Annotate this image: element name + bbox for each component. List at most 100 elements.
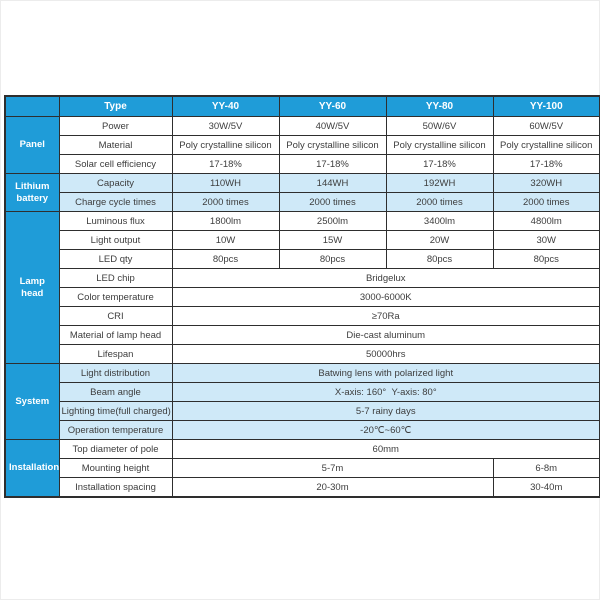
corner-cell [4, 95, 60, 117]
spec-value-cell: 80pcs [278, 249, 387, 269]
section-label-installation: Installation [4, 439, 60, 498]
table-row: Color temperature 3000-6000K [5, 287, 600, 307]
spec-value-cell: 110WH [171, 173, 280, 193]
section-label-system: System [4, 363, 60, 440]
spec-value-cell: 10W [171, 230, 280, 250]
spec-value-cell: 2000 times [278, 192, 387, 212]
section-label-lithium-battery: Lithium battery [4, 173, 60, 212]
spec-value-cell: Poly crystalline silicon [492, 135, 600, 155]
spec-value-cell: 80pcs [492, 249, 600, 269]
row-label-light-output: Light output [58, 230, 173, 250]
table-row: Mounting height 5-7m 6-8m [5, 458, 600, 478]
spec-value-cell: 17-18% [492, 154, 600, 174]
spec-value-merged-cell: X-axis: 160° Y-axis: 80° [171, 382, 600, 402]
spec-value-cell: 192WH [385, 173, 494, 193]
spec-value-cell: 30W/5V [171, 116, 280, 136]
row-label-lifespan: Lifespan [58, 344, 173, 364]
table-row: Charge cycle times 2000 times 2000 times… [5, 192, 600, 212]
row-label-top-diameter-of-pole: Top diameter of pole [58, 439, 173, 459]
spec-value-merged-cell: Die-cast aluminum [171, 325, 600, 345]
spec-value-cell: 17-18% [171, 154, 280, 174]
spec-value-cell: 320WH [492, 173, 600, 193]
spec-value-cell: 80pcs [385, 249, 494, 269]
spec-value-merged-cell: Bridgelux [171, 268, 600, 288]
spec-value-cell: 144WH [278, 173, 387, 193]
table-row: Lifespan 50000hrs [5, 344, 600, 364]
row-label-material: Material [58, 135, 173, 155]
row-label-charge-cycle-times: Charge cycle times [58, 192, 173, 212]
row-label-installation-spacing: Installation spacing [58, 477, 173, 498]
spec-value-cell: 2000 times [492, 192, 600, 212]
spec-value-cell: 30W [492, 230, 600, 250]
row-label-lighting-time: Lighting time(full charged) [58, 401, 173, 421]
spec-value-cell: 30-40m [492, 477, 600, 498]
spec-value-cell: 17-18% [278, 154, 387, 174]
table-row: Lamp head Luminous flux 1800lm 2500lm 34… [4, 211, 600, 364]
column-header-yy80: YY-80 [385, 95, 494, 117]
section-label-panel: Panel [4, 116, 60, 174]
row-label-luminous-flux: Luminous flux [58, 211, 173, 231]
spec-value-cell: 50W/6V [385, 116, 494, 136]
spec-value-cell: Poly crystalline silicon [385, 135, 494, 155]
column-header-yy40: YY-40 [171, 95, 280, 117]
table-row: LED chip Bridgelux [5, 268, 600, 288]
table-row: Lighting time(full charged) 5-7 rainy da… [5, 401, 600, 421]
table-row: LED qty 80pcs 80pcs 80pcs 80pcs [5, 249, 600, 269]
header-row: Type YY-40 YY-60 YY-80 YY-100 [4, 95, 600, 117]
table-row: Material Poly crystalline silicon Poly c… [5, 135, 600, 155]
table-row: Material of lamp head Die-cast aluminum [5, 325, 600, 345]
row-label-mounting-height: Mounting height [58, 458, 173, 478]
row-label-power: Power [58, 116, 173, 136]
row-label-color-temperature: Color temperature [58, 287, 173, 307]
spec-table: Type YY-40 YY-60 YY-80 YY-100 Panel Powe… [4, 95, 600, 498]
table-row: System Light distribution Batwing lens w… [4, 363, 600, 440]
spec-value-merged-cell: 3000-6000K [171, 287, 600, 307]
table-row: Operation temperature -20℃~60℃ [5, 420, 600, 440]
table-row: CRI ≥70Ra [5, 306, 600, 326]
section-label-lamp-head: Lamp head [4, 211, 60, 364]
table-row: Panel Power 30W/5V 40W/5V 50W/6V 60W/5V [4, 116, 600, 174]
spec-value-cell: 17-18% [385, 154, 494, 174]
spec-value-wide-cell: 20-30m [171, 477, 494, 498]
spec-value-cell: 15W [278, 230, 387, 250]
row-label-light-distribution: Light distribution [58, 363, 173, 383]
spec-value-merged-cell: 5-7 rainy days [171, 401, 600, 421]
table-row: Installation Top diameter of pole 60mm [4, 439, 600, 498]
column-header-yy100: YY-100 [492, 95, 600, 117]
row-label-beam-angle: Beam angle [58, 382, 173, 402]
table-row: Light output 10W 15W 20W 30W [5, 230, 600, 250]
spec-value-merged-cell: Batwing lens with polarized light [171, 363, 600, 383]
spec-value-cell: 2500lm [278, 211, 387, 231]
spec-value-merged-cell: 60mm [171, 439, 600, 459]
spec-value-cell: 40W/5V [278, 116, 387, 136]
column-header-yy60: YY-60 [278, 95, 387, 117]
row-label-material-of-lamp-head: Material of lamp head [58, 325, 173, 345]
row-label-solar-cell-efficiency: Solar cell efficiency [58, 154, 173, 174]
spec-value-merged-cell: ≥70Ra [171, 306, 600, 326]
spec-value-cell: 80pcs [171, 249, 280, 269]
spec-value-wide-cell: 5-7m [171, 458, 494, 478]
table-row: Beam angle X-axis: 160° Y-axis: 80° [5, 382, 600, 402]
spec-value-cell: Poly crystalline silicon [171, 135, 280, 155]
spec-value-merged-cell: -20℃~60℃ [171, 420, 600, 440]
row-label-led-chip: LED chip [58, 268, 173, 288]
spec-value-cell: Poly crystalline silicon [278, 135, 387, 155]
spec-value-cell: 3400lm [385, 211, 494, 231]
row-label-cri: CRI [58, 306, 173, 326]
spec-value-cell: 6-8m [492, 458, 600, 478]
spec-value-cell: 1800lm [171, 211, 280, 231]
spec-value-cell: 2000 times [385, 192, 494, 212]
table-row: Solar cell efficiency 17-18% 17-18% 17-1… [5, 154, 600, 174]
table-row: Installation spacing 20-30m 30-40m [5, 477, 600, 498]
row-label-led-qty: LED qty [58, 249, 173, 269]
spec-value-cell: 4800lm [492, 211, 600, 231]
spec-value-cell: 20W [385, 230, 494, 250]
spec-value-cell: 60W/5V [492, 116, 600, 136]
row-label-operation-temperature: Operation temperature [58, 420, 173, 440]
row-label-capacity: Capacity [58, 173, 173, 193]
type-header-cell: Type [58, 95, 173, 117]
spec-value-cell: 2000 times [171, 192, 280, 212]
table-row: Lithium battery Capacity 110WH 144WH 192… [4, 173, 600, 212]
spec-value-merged-cell: 50000hrs [171, 344, 600, 364]
